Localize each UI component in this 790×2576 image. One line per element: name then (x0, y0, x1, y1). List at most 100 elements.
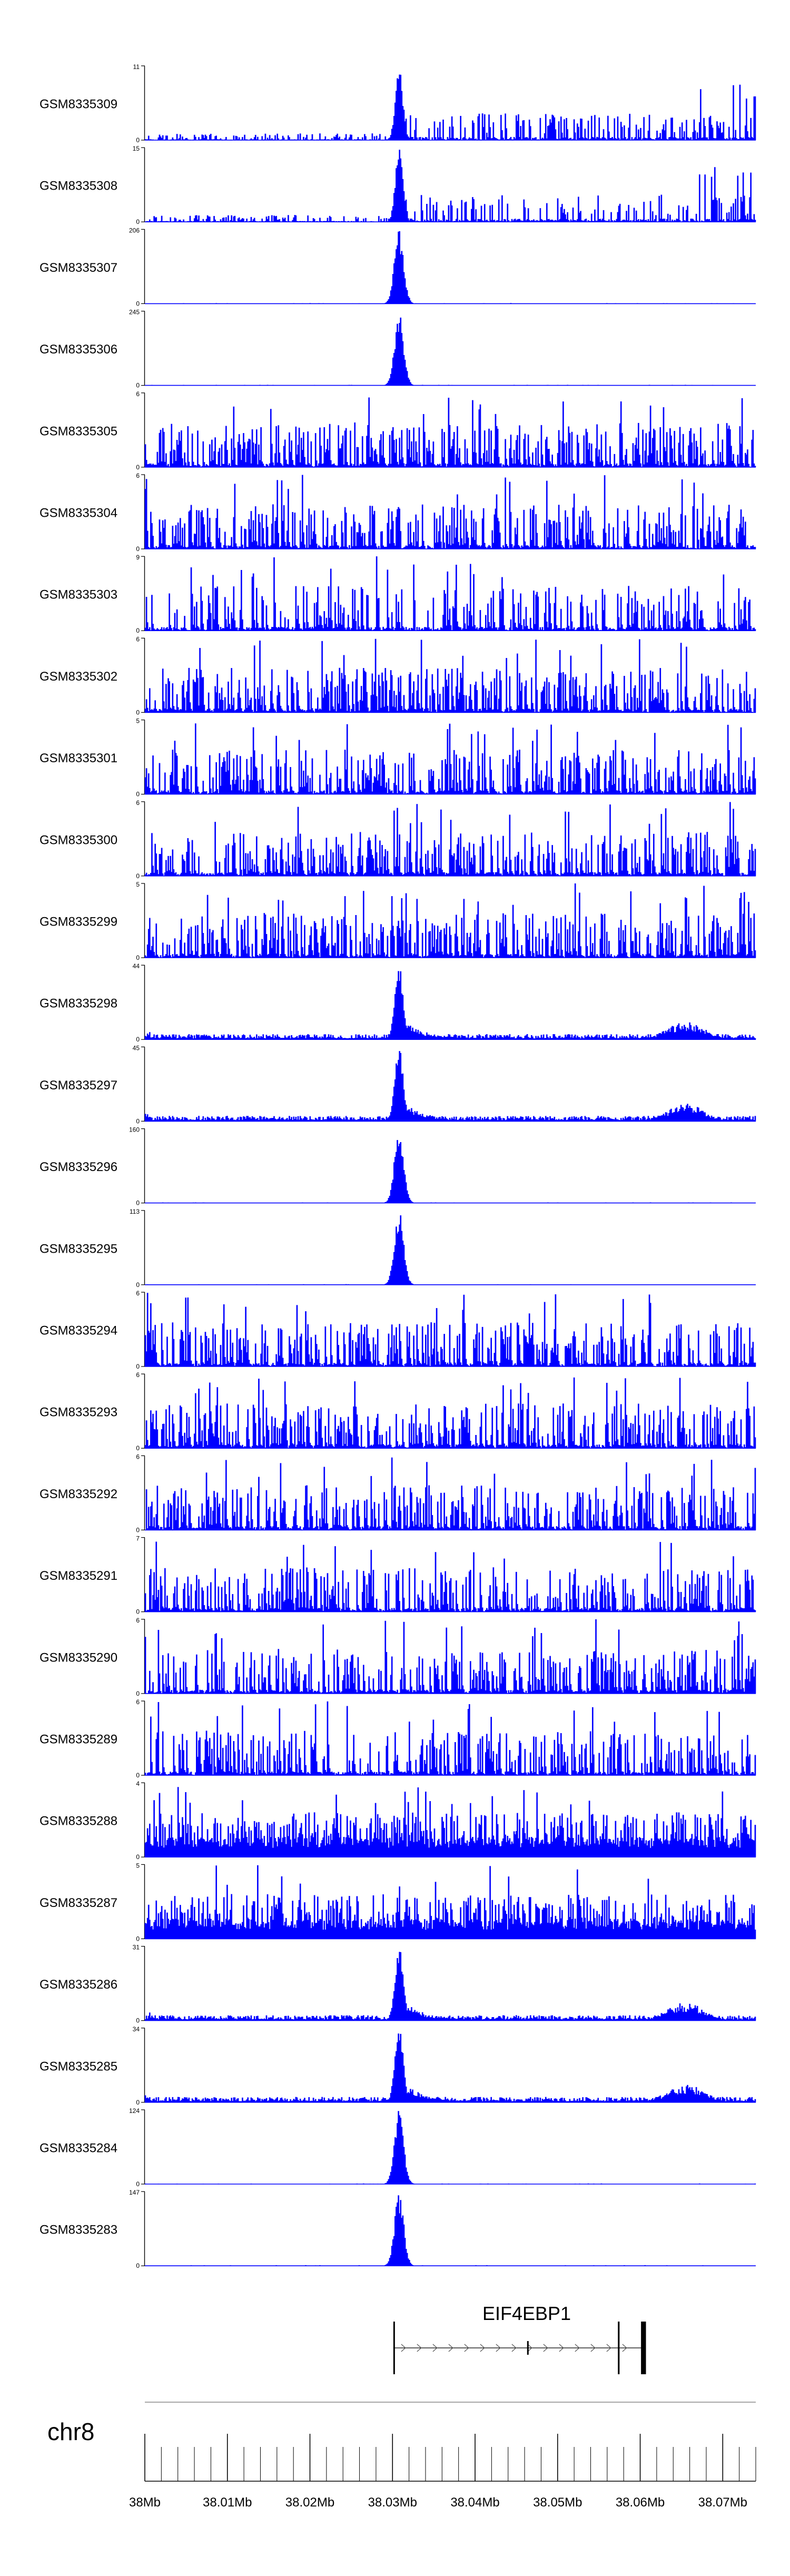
track-label: GSM8335283 (39, 2223, 117, 2237)
track-label: GSM8335297 (39, 1078, 117, 1093)
track-GSM8335294: GSM8335294 6 0 (39, 1290, 756, 1370)
track-GSM8335291: GSM8335291 7 0 (39, 1535, 756, 1616)
track-GSM8335308: GSM8335308 15 0 (39, 145, 756, 225)
y-axis-min-label: 0 (136, 954, 140, 961)
y-axis-max-label: 6 (136, 1371, 140, 1379)
signal-area (144, 1377, 756, 1449)
y-axis-min-label: 0 (136, 1935, 140, 1942)
y-axis-min-label: 0 (136, 1199, 140, 1207)
gene-annotation-track: EIF4EBP1 (393, 2303, 646, 2374)
y-axis-min-label: 0 (136, 1690, 140, 1697)
y-axis-max-label: 113 (130, 1208, 140, 1215)
track-label: GSM8335291 (39, 1569, 117, 1583)
y-axis-min-label: 0 (136, 545, 140, 553)
exon (527, 2341, 529, 2355)
track-GSM8335283: GSM8335283 147 0 (39, 2189, 756, 2269)
strand-arrow (606, 2344, 611, 2352)
track-GSM8335297: GSM8335297 45 0 (39, 1044, 756, 1125)
strand-arrow (511, 2344, 517, 2352)
y-axis-max-label: 5 (136, 1862, 140, 1869)
y-axis-max-label: 44 (133, 962, 140, 970)
y-axis-min-label: 0 (136, 1608, 140, 1616)
track-GSM8335288: GSM8335288 4 0 (39, 1780, 756, 1861)
track-GSM8335299: GSM8335299 5 0 (39, 881, 756, 961)
y-axis-max-label: 7 (136, 1535, 140, 1542)
y-axis-min-label: 0 (136, 791, 140, 798)
y-axis-max-label: 160 (129, 1126, 140, 1134)
signal-area (144, 1541, 756, 1612)
signal-area (144, 1865, 756, 1939)
y-axis-min-label: 0 (136, 627, 140, 634)
signal-area (144, 475, 756, 549)
strand-arrow (559, 2344, 564, 2352)
y-axis-max-label: 147 (129, 2189, 140, 2196)
y-axis-min-label: 0 (136, 2017, 140, 2024)
y-axis-min-label: 0 (136, 1036, 140, 1043)
y-axis-max-label: 6 (136, 635, 140, 643)
track-GSM8335292: GSM8335292 6 0 (39, 1453, 756, 1533)
track-label: GSM8335301 (39, 751, 117, 765)
y-axis-max-label: 31 (133, 1944, 140, 1951)
track-GSM8335304: GSM8335304 6 0 (39, 472, 756, 553)
y-axis-min-label: 0 (136, 2262, 140, 2269)
track-label: GSM8335307 (39, 261, 117, 275)
x-tick-label: 38.05Mb (533, 2495, 582, 2510)
track-GSM8335303: GSM8335303 9 0 (39, 554, 756, 634)
track-label: GSM8335289 (39, 1733, 117, 1747)
y-axis-min-label: 0 (136, 1363, 140, 1370)
track-GSM8335293: GSM8335293 6 0 (39, 1371, 756, 1452)
y-axis-max-label: 45 (133, 1044, 140, 1051)
y-axis-min-label: 0 (136, 136, 140, 144)
gene-label: EIF4EBP1 (482, 2303, 571, 2324)
signal-area (144, 971, 756, 1040)
y-axis-min-label: 0 (136, 2180, 140, 2188)
tracks-group: GSM8335309110GSM8335308150GSM83353072060… (39, 63, 756, 2269)
x-tick-label: 38.07Mb (698, 2495, 747, 2510)
y-axis-max-label: 6 (136, 1617, 140, 1624)
x-tick-label: 38.06Mb (616, 2495, 665, 2510)
y-axis-min-label: 0 (136, 464, 140, 471)
y-axis-max-label: 4 (136, 1780, 140, 1787)
track-label: GSM8335299 (39, 915, 117, 929)
y-axis-max-label: 206 (129, 227, 140, 234)
y-axis-min-label: 0 (136, 382, 140, 389)
y-axis-max-label: 6 (136, 472, 140, 479)
x-tick-label: 38.02Mb (285, 2495, 334, 2510)
signal-area (145, 317, 756, 386)
track-GSM8335284: GSM8335284 124 0 (39, 2107, 756, 2188)
chromosome-label: chr8 (47, 2418, 94, 2445)
track-label: GSM8335292 (39, 1487, 117, 1501)
track-GSM8335286: GSM8335286 31 0 (39, 1944, 756, 2024)
y-axis-max-label: 15 (133, 145, 140, 152)
signal-area (144, 638, 756, 713)
strand-arrow (401, 2344, 406, 2352)
strand-arrow (480, 2344, 485, 2352)
exon (618, 2322, 620, 2374)
track-label: GSM8335302 (39, 670, 117, 684)
signal-area (144, 2111, 756, 2185)
y-axis-min-label: 0 (136, 1526, 140, 1533)
y-axis-min-label: 0 (136, 1444, 140, 1452)
signal-area (145, 2195, 756, 2266)
track-label: GSM8335304 (39, 506, 117, 520)
strand-arrow (543, 2344, 548, 2352)
track-label: GSM8335286 (39, 1978, 117, 1992)
signal-area (144, 1701, 756, 1776)
y-axis-max-label: 9 (136, 554, 140, 561)
track-label: GSM8335284 (39, 2141, 117, 2156)
x-tick-label: 38Mb (129, 2495, 161, 2510)
track-label: GSM8335308 (39, 179, 117, 193)
track-label: GSM8335293 (39, 1405, 117, 1420)
signal-area (144, 1619, 756, 1694)
track-GSM8335307: GSM8335307 206 0 (39, 227, 756, 307)
strand-arrow (448, 2344, 453, 2352)
track-GSM8335309: GSM8335309 11 0 (39, 63, 756, 144)
x-tick-label: 38.01Mb (203, 2495, 252, 2510)
x-tick-label: 38.04Mb (450, 2495, 499, 2510)
signal-area (144, 723, 756, 794)
y-axis-min-label: 0 (136, 2099, 140, 2106)
strand-arrow (464, 2344, 469, 2352)
track-GSM8335300: GSM8335300 6 0 (39, 799, 756, 880)
strand-arrow (496, 2344, 501, 2352)
